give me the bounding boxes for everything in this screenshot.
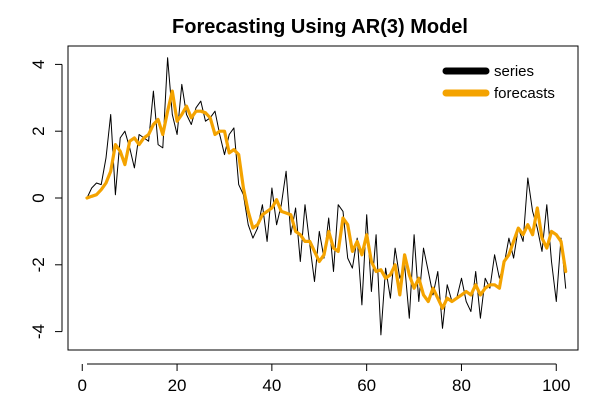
x-tick-label: 60 [357, 376, 376, 395]
x-tick-label: 40 [262, 376, 281, 395]
chart-title: Forecasting Using AR(3) Model [172, 16, 468, 38]
forecasts-legend-label: forecasts [494, 85, 555, 102]
x-tick-label: 100 [542, 376, 570, 395]
y-axis: -4 -2 0 2 4 [29, 60, 63, 339]
series-layer [85, 57, 568, 336]
legend: series forecasts [442, 63, 555, 102]
y-tick-label: -2 [29, 257, 48, 272]
y-tick-label: -4 [29, 324, 48, 339]
x-axis: 0 20 40 60 80 100 [78, 363, 570, 395]
y-tick-label: 4 [29, 60, 48, 69]
x-tick-label: 20 [168, 376, 187, 395]
x-tick-label: 80 [452, 376, 471, 395]
series-legend-label: series [494, 63, 534, 80]
x-tick-label: 0 [78, 376, 87, 395]
forecasts-line [85, 89, 568, 310]
y-tick-label: 2 [29, 126, 48, 135]
plot-frame [67, 45, 579, 351]
y-tick-label: 0 [29, 193, 48, 202]
